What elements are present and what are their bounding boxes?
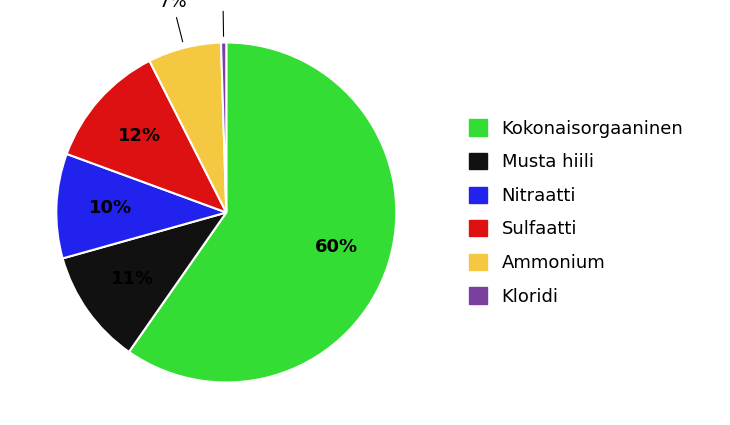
Text: 60%: 60% (315, 238, 358, 256)
Wedge shape (221, 42, 226, 212)
Wedge shape (66, 61, 226, 212)
Wedge shape (150, 42, 226, 212)
Text: 7%: 7% (158, 0, 187, 11)
Text: 10%: 10% (89, 199, 132, 217)
Legend: Kokonaisorgaaninen, Musta hiili, Nitraatti, Sulfaatti, Ammonium, Kloridi: Kokonaisorgaaninen, Musta hiili, Nitraat… (469, 119, 683, 306)
Text: 11%: 11% (110, 270, 153, 289)
Wedge shape (63, 212, 226, 352)
Wedge shape (129, 42, 396, 382)
Text: 12%: 12% (118, 127, 161, 144)
Wedge shape (56, 154, 226, 258)
Text: 0%: 0% (209, 0, 237, 4)
